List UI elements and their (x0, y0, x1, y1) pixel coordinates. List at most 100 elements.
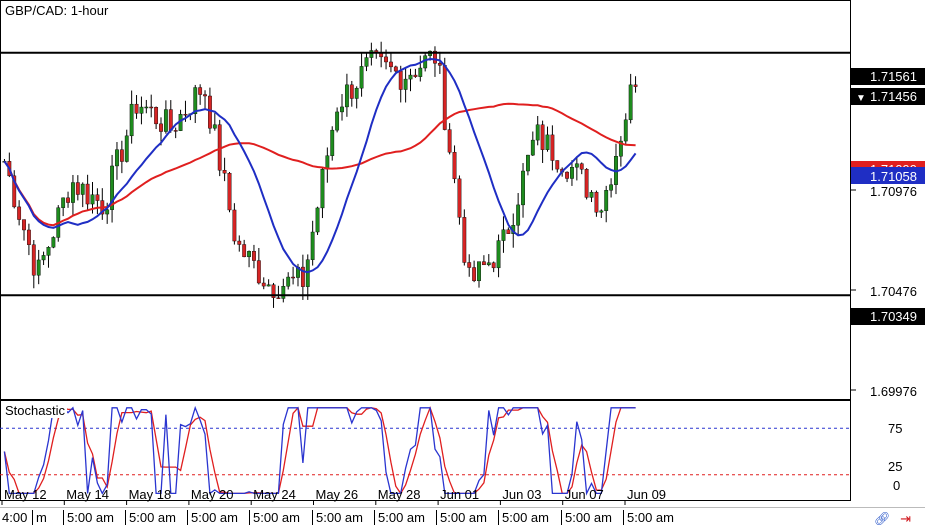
time-label: 5:00 am (125, 510, 176, 525)
candle (271, 284, 276, 298)
chart-title: GBP/CAD: 1-hour (3, 3, 111, 18)
candles (2, 41, 638, 308)
candle (203, 94, 207, 97)
candle (623, 119, 628, 142)
date-label: May 18 (129, 487, 172, 502)
candle (633, 84, 638, 87)
candle (242, 244, 247, 258)
date-label: Jun 09 (627, 487, 666, 502)
candle (379, 53, 384, 58)
candle (276, 297, 281, 299)
candle (36, 259, 41, 276)
candle (609, 184, 614, 191)
candle (526, 154, 530, 172)
candle (110, 165, 114, 210)
candle (85, 183, 90, 205)
candle (46, 247, 51, 256)
candle (183, 113, 188, 116)
date-label: May 28 (378, 487, 421, 502)
candle (90, 194, 95, 205)
candle (359, 66, 364, 89)
candle (163, 109, 168, 132)
time-label: 5:00 am (623, 510, 674, 525)
ma-blue-badge: 1.71058 (870, 169, 917, 184)
candle (354, 87, 359, 99)
candle (565, 171, 569, 179)
candle (364, 57, 369, 67)
candle (286, 276, 291, 287)
candle (545, 134, 550, 150)
candle (330, 129, 335, 156)
link-icon[interactable]: 🔗︎ (873, 511, 891, 526)
candle (300, 266, 305, 287)
candle (477, 261, 481, 282)
candle (71, 182, 75, 203)
candle (467, 262, 472, 268)
candle (462, 217, 467, 263)
candle (252, 251, 256, 261)
candle (349, 84, 354, 99)
candle (159, 123, 163, 132)
candle (266, 284, 271, 287)
candle (413, 74, 418, 77)
date-label: Jun 07 (565, 487, 604, 502)
candle (516, 204, 521, 226)
stochastic-panel (0, 400, 851, 501)
candle (22, 219, 26, 231)
time-label: 4:00 (2, 510, 28, 525)
candle (418, 67, 423, 77)
time-label: 5:00 am (374, 510, 425, 525)
candle (105, 209, 110, 215)
time-scrollbar[interactable]: 4:00 m 5:00 am 5:00 am 5:00 am 5:00 am 5… (0, 507, 925, 526)
candle (124, 135, 129, 162)
stoch-level-label: 0 (893, 478, 900, 493)
time-label: 5:00 am (436, 510, 487, 525)
date-label: May 20 (191, 487, 234, 502)
candle (433, 50, 437, 64)
candle (340, 106, 344, 113)
support-badge: 1.70349 (870, 309, 917, 324)
candle (261, 282, 266, 287)
candle (198, 87, 203, 95)
candle (555, 160, 560, 170)
stoch-level-label: 75 (888, 421, 902, 436)
candle (501, 229, 506, 241)
candle (61, 197, 66, 208)
candle (149, 106, 154, 109)
candle (237, 240, 242, 245)
arrow-icon[interactable]: ⇥ (900, 511, 911, 526)
candle (628, 84, 633, 121)
candle (41, 255, 46, 261)
candle (129, 103, 134, 137)
candle (496, 240, 501, 269)
date-label: Jun 03 (502, 487, 541, 502)
candle (481, 261, 486, 266)
candle (491, 262, 496, 269)
price-tick: 1.69976 (870, 384, 917, 399)
candle (570, 167, 574, 179)
candle (437, 63, 442, 66)
candle (579, 163, 584, 170)
candle (618, 140, 623, 157)
candle (506, 229, 511, 234)
price-tick: 1.70476 (870, 284, 917, 299)
candle (408, 74, 413, 80)
candle (247, 251, 251, 258)
candle (521, 170, 525, 206)
candle (310, 231, 315, 260)
candle (212, 124, 217, 129)
time-label: 5:00 am (187, 510, 238, 525)
candle (139, 106, 144, 114)
candle (208, 95, 212, 129)
time-label: 5:00 am (312, 510, 363, 525)
time-label: 5:00 am (63, 510, 114, 525)
stochastic-k-line (3, 405, 636, 496)
candle (540, 124, 545, 150)
date-label: May 14 (66, 487, 109, 502)
candle (589, 191, 594, 198)
candle (550, 134, 555, 161)
candle (66, 197, 70, 203)
candle (12, 175, 17, 208)
candle (344, 84, 349, 108)
candle (447, 129, 452, 153)
